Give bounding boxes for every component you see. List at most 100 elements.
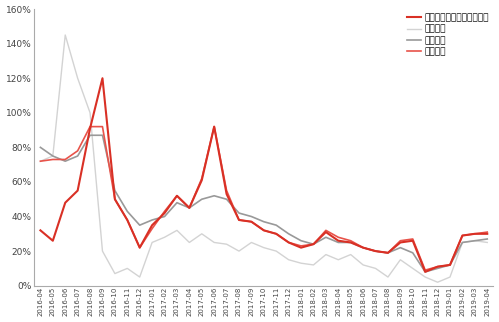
二线城市 [373,249,379,253]
二线城市 [174,201,180,204]
二线城市 [484,237,490,241]
三线城市 [186,206,192,210]
一线城市 [186,241,192,244]
一线城市 [335,258,341,262]
百城住宅类土地成交溢价率 [335,239,341,243]
一线城市 [62,33,68,37]
百城住宅类土地成交溢价率 [224,192,230,196]
一线城市 [273,249,279,253]
三线城市 [261,228,267,232]
二线城市 [149,218,155,222]
二线城市 [162,214,168,218]
三线城市 [422,268,428,272]
Line: 三线城市: 三线城市 [40,127,487,270]
Line: 百城住宅类土地成交溢价率: 百城住宅类土地成交溢价率 [40,78,487,272]
三线城市 [410,237,416,241]
一线城市 [323,253,329,257]
一线城市 [236,249,242,253]
二线城市 [87,133,93,137]
一线城市 [397,258,403,262]
百城住宅类土地成交溢价率 [310,242,316,246]
百城住宅类土地成交溢价率 [236,218,242,222]
二线城市 [137,223,143,227]
百城住宅类土地成交溢价率 [484,232,490,236]
一线城市 [460,241,466,244]
三线城市 [472,232,478,236]
三线城市 [149,227,155,231]
百城住宅类土地成交溢价率 [50,239,56,243]
三线城市 [373,249,379,253]
百城住宅类土地成交溢价率 [211,125,217,128]
百城住宅类土地成交溢价率 [87,127,93,130]
二线城市 [323,235,329,239]
百城住宅类土地成交溢价率 [62,201,68,204]
二线城市 [50,154,56,158]
百城住宅类土地成交溢价率 [397,241,403,244]
二线城市 [236,211,242,215]
一线城市 [410,267,416,270]
一线城市 [484,241,490,244]
二线城市 [261,220,267,224]
百城住宅类土地成交溢价率 [199,178,205,182]
百城住宅类土地成交溢价率 [422,270,428,274]
一线城市 [50,154,56,158]
二线城市 [211,194,217,198]
二线城市 [37,146,43,149]
一线城市 [422,275,428,279]
百城住宅类土地成交溢价率 [249,220,254,224]
百城住宅类土地成交溢价率 [137,246,143,250]
一线城市 [310,263,316,267]
二线城市 [298,239,304,243]
二线城市 [435,267,441,270]
一线城市 [385,275,391,279]
百城住宅类土地成交溢价率 [112,197,118,201]
一线城市 [149,241,155,244]
二线城市 [360,246,366,250]
一线城市 [285,258,291,262]
百城住宅类土地成交溢价率 [360,246,366,250]
一线城市 [348,253,354,257]
二线城市 [62,159,68,163]
百城住宅类土地成交溢价率 [273,232,279,236]
二线城市 [385,251,391,255]
三线城市 [124,218,130,222]
一线城市 [472,239,478,243]
一线城市 [447,275,453,279]
三线城市 [75,149,81,153]
二线城市 [273,223,279,227]
三线城市 [174,194,180,198]
百城住宅类土地成交溢价率 [186,206,192,210]
三线城市 [484,230,490,234]
三线城市 [236,218,242,222]
二线城市 [285,232,291,236]
二线城市 [124,209,130,213]
百城住宅类土地成交溢价率 [99,76,105,80]
二线城市 [310,242,316,246]
一线城市 [435,280,441,284]
三线城市 [211,125,217,128]
三线城市 [112,197,118,201]
二线城市 [348,241,354,244]
三线城市 [224,189,230,193]
一线城市 [298,261,304,265]
二线城市 [397,246,403,250]
二线城市 [472,239,478,243]
一线城市 [174,228,180,232]
百城住宅类土地成交溢价率 [75,189,81,193]
百城住宅类土地成交溢价率 [410,239,416,243]
百城住宅类土地成交溢价率 [460,233,466,237]
二线城市 [224,197,230,201]
三线城市 [447,263,453,267]
Line: 二线城市: 二线城市 [40,135,487,272]
二线城市 [75,154,81,158]
百城住宅类土地成交溢价率 [37,228,43,232]
三线城市 [87,125,93,128]
一线城市 [261,246,267,250]
百城住宅类土地成交溢价率 [124,218,130,222]
百城住宅类土地成交溢价率 [348,241,354,244]
一线城市 [75,76,81,80]
一线城市 [99,249,105,253]
一线城市 [224,242,230,246]
一线城市 [360,263,366,267]
三线城市 [460,233,466,237]
